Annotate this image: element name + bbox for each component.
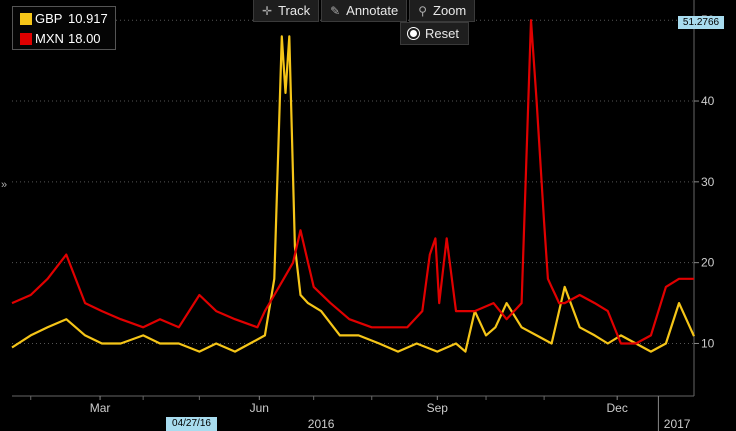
magnifier-icon: ⚲ <box>418 3 427 18</box>
series-line-gbp <box>11 35 696 353</box>
legend-item-mxn[interactable]: MXN 18.00 <box>13 30 115 47</box>
reset-button[interactable]: Reset <box>400 22 469 45</box>
y-tick-label: 10 <box>701 336 715 350</box>
gridlines <box>12 19 694 344</box>
radio-dot-icon <box>410 30 417 37</box>
series-layer <box>11 19 696 353</box>
year-label: 2016 <box>308 417 335 431</box>
legend-value: 10.917 <box>68 11 108 26</box>
y-tick-label: 20 <box>701 256 715 270</box>
annotate-button[interactable]: ✎ Annotate <box>321 0 408 22</box>
legend: GBP 10.917 MXN 18.00 <box>12 6 116 50</box>
track-button[interactable]: ✛ Track <box>253 0 320 22</box>
y-tick-label: 30 <box>701 175 715 189</box>
year-label: 2017 <box>664 417 691 431</box>
legend-name: MXN <box>35 31 64 46</box>
y-tick-label: 40 <box>701 94 715 108</box>
mxn-swatch-icon <box>20 32 32 45</box>
crosshair-icon: ✛ <box>262 3 273 18</box>
reset-label: Reset <box>425 26 459 41</box>
track-label: Track <box>278 3 311 18</box>
last-value-tag: 51.2766 <box>678 16 724 29</box>
expand-arrow-icon[interactable]: » <box>1 179 8 191</box>
y-axis-ticks: 1020304050 <box>694 13 715 350</box>
gbp-swatch-icon <box>20 12 32 25</box>
series-line-mxn <box>11 19 694 345</box>
x-tick-label: Jun <box>250 401 269 415</box>
annotate-label: Annotate <box>346 3 399 18</box>
zoom-label: Zoom <box>433 3 467 18</box>
cursor-date-tag: 04/27/16 <box>166 417 217 431</box>
x-tick-label: Mar <box>90 401 111 415</box>
x-tick-label: Sep <box>427 401 449 415</box>
pencil-icon: ✎ <box>330 3 341 18</box>
legend-item-gbp[interactable]: GBP 10.917 <box>13 10 115 27</box>
x-tick-label: Dec <box>607 401 628 415</box>
x-axis-ticks: Mar Jun Sep Dec 2016 2017 <box>30 396 691 431</box>
legend-value: 18.00 <box>68 31 101 46</box>
chart-toolbar: ✛ Track ✎ Annotate ⚲ Zoom <box>253 0 476 22</box>
legend-name: GBP <box>35 11 63 26</box>
zoom-button[interactable]: ⚲ Zoom <box>409 0 476 22</box>
